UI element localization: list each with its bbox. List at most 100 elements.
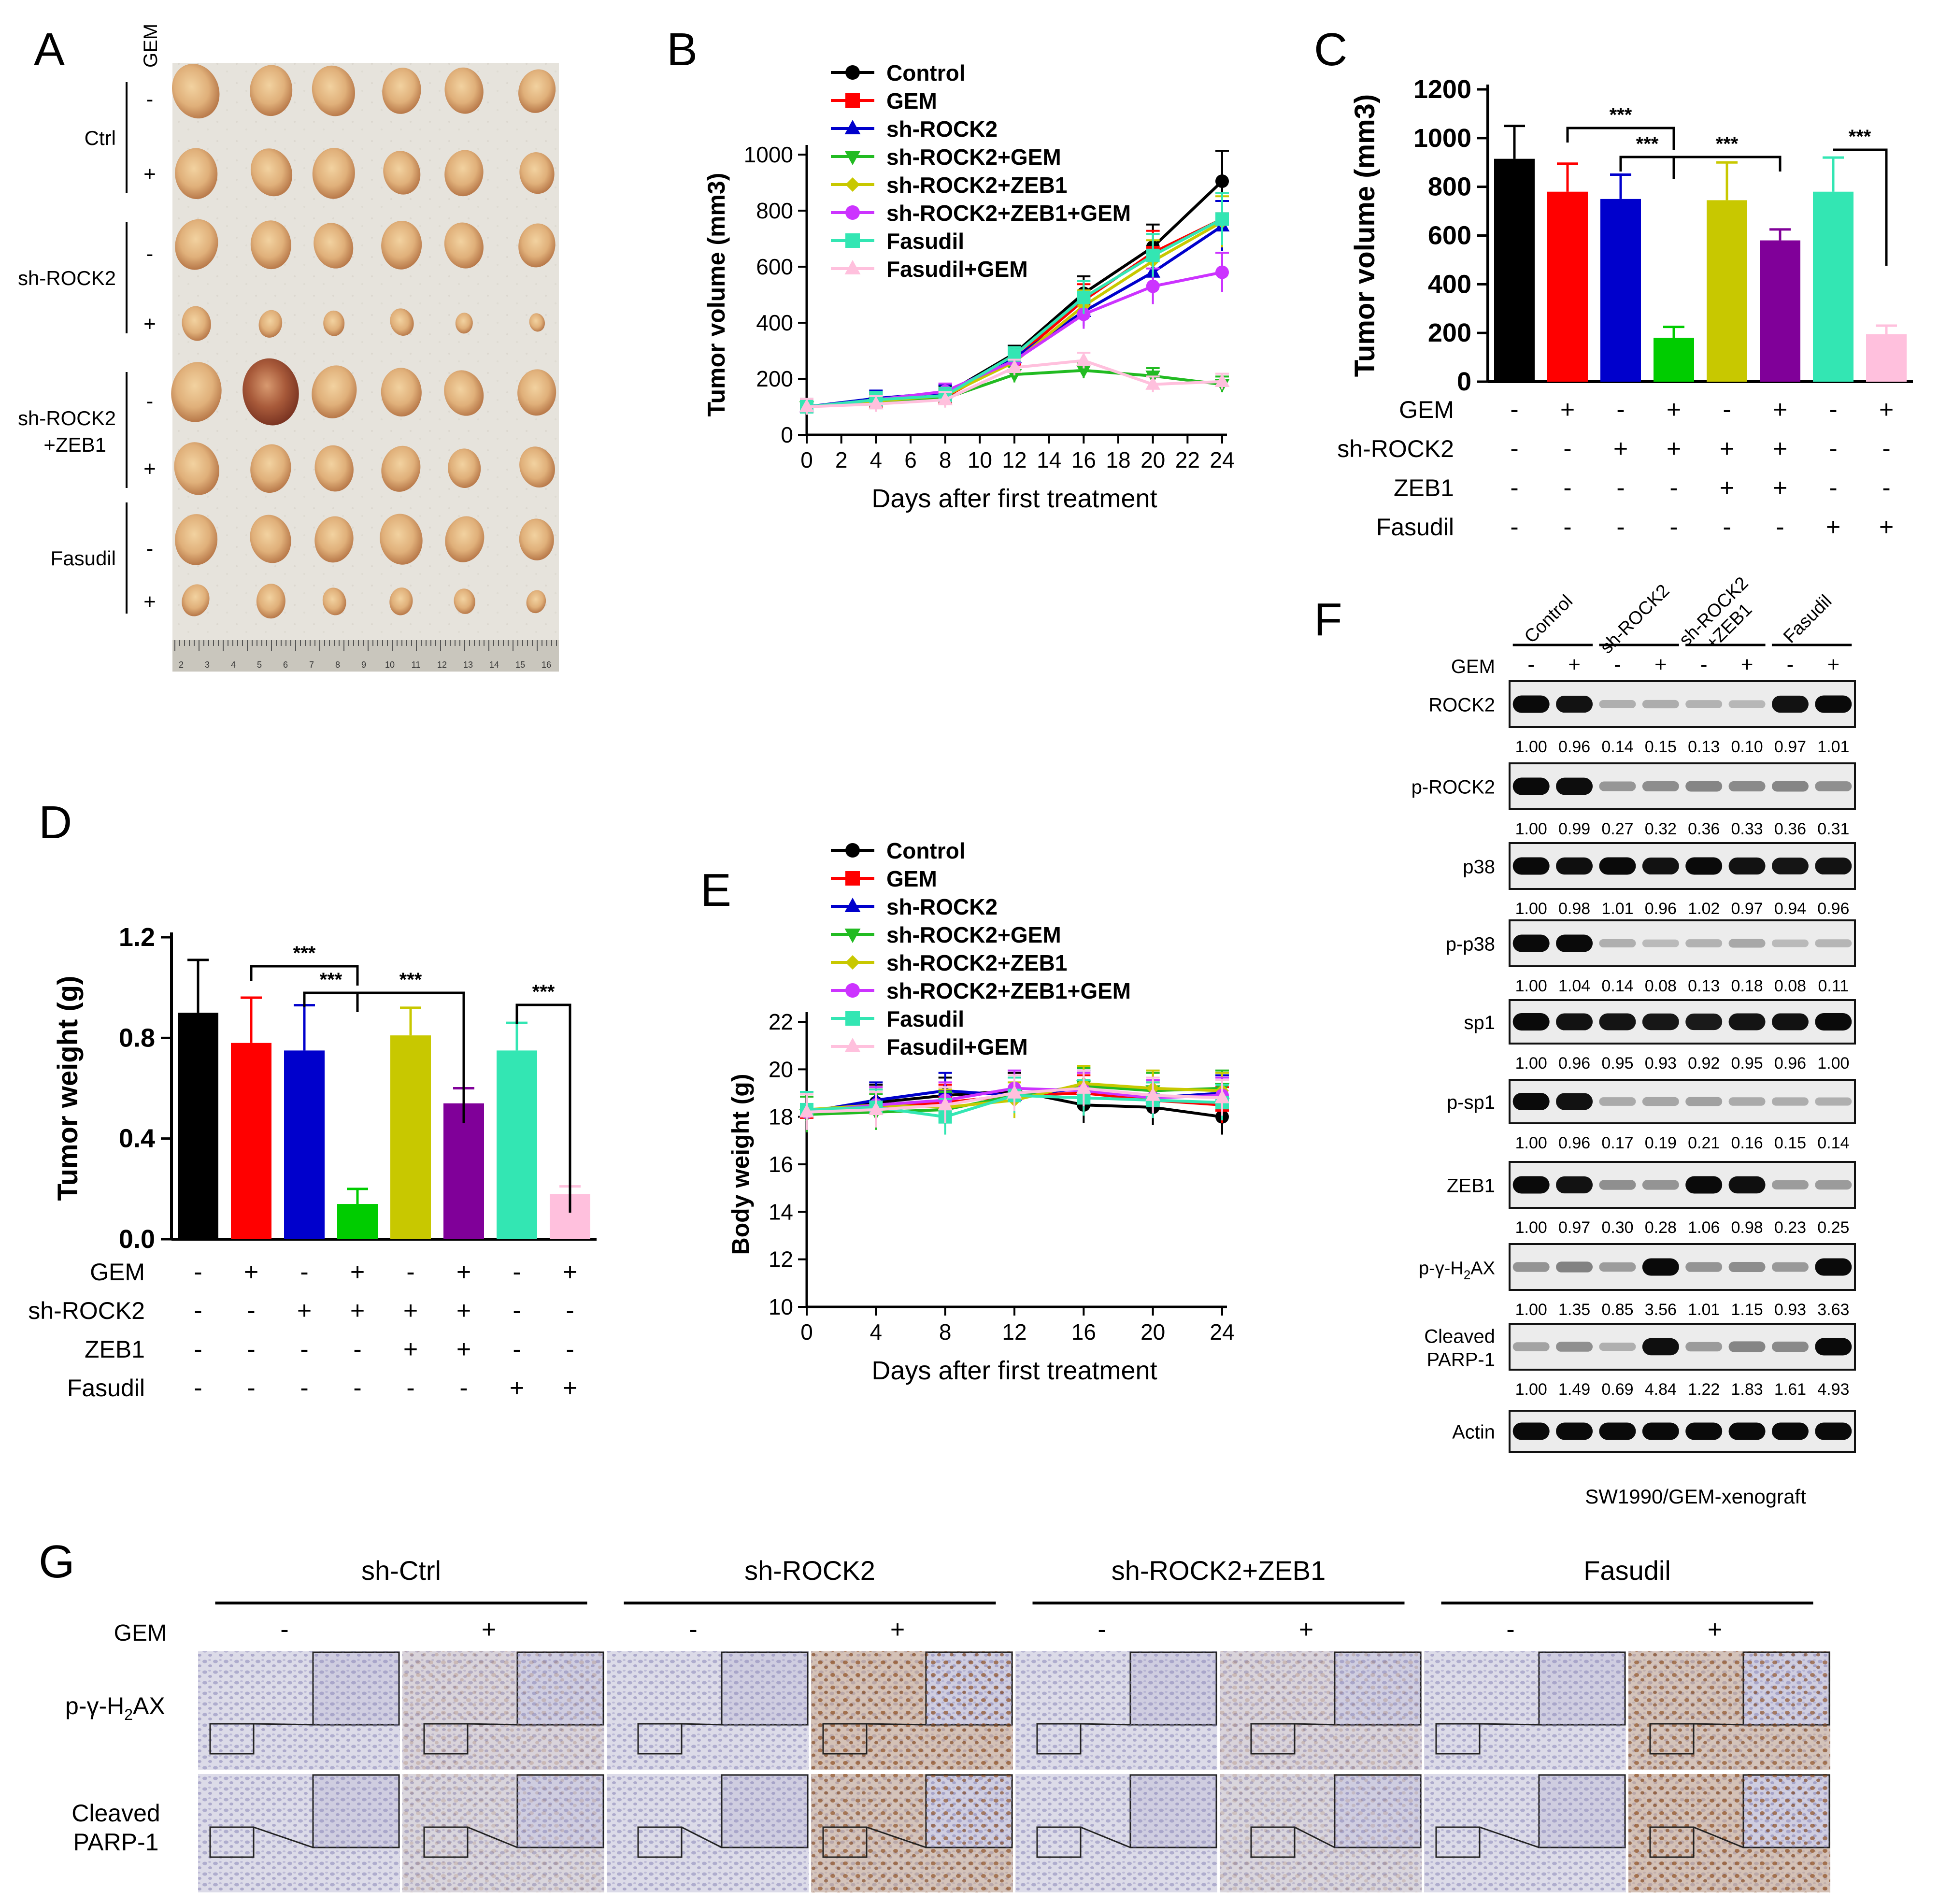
gem-sign: - bbox=[146, 537, 154, 560]
sign: - bbox=[353, 1374, 361, 1402]
sign-row-label: sh-ROCK2 bbox=[1337, 435, 1454, 462]
gem-sign: + bbox=[1654, 653, 1667, 676]
tumor bbox=[444, 150, 484, 197]
gem-sign: - bbox=[280, 1616, 288, 1644]
x-tick-label: 2 bbox=[835, 447, 848, 472]
gem-sign: - bbox=[146, 87, 154, 111]
significance-bracket bbox=[515, 1003, 571, 1213]
panel-b-letter: B bbox=[667, 24, 698, 75]
y-tick-label: 800 bbox=[756, 198, 793, 223]
panel-f: F Control sh-ROCK2 sh-ROCK2+ZEB1 FasudilGEM… bbox=[1314, 573, 1856, 1508]
blot-band bbox=[1556, 1261, 1593, 1273]
blot-band bbox=[1728, 1097, 1766, 1106]
blot-band bbox=[1685, 1176, 1723, 1194]
quantification-value: 0.36 bbox=[1774, 820, 1806, 838]
legend-entry: sh-ROCK2+GEM bbox=[886, 922, 1061, 947]
bar bbox=[178, 1013, 218, 1239]
zoom-connector bbox=[1294, 1723, 1335, 1726]
blot-band bbox=[1512, 695, 1550, 713]
y-axis-label: Tumor volume (mm3) bbox=[1349, 94, 1381, 377]
gem-sign: - bbox=[146, 242, 154, 266]
quantification-value: 0.30 bbox=[1601, 1218, 1633, 1237]
blot-band bbox=[1685, 939, 1723, 947]
tumor bbox=[382, 68, 421, 114]
tumor bbox=[312, 65, 355, 116]
y-tick-label: 20 bbox=[769, 1057, 793, 1082]
y-axis-label: Tumor volume (mm3) bbox=[703, 173, 730, 417]
sign-row-label: ZEB1 bbox=[1394, 474, 1454, 501]
zoom-connector bbox=[1294, 1826, 1335, 1848]
zoom-inset-positive bbox=[1743, 1652, 1829, 1725]
western-blot-footer: SW1990/GEM-xenograft bbox=[1585, 1485, 1806, 1508]
blot-band bbox=[1685, 1262, 1723, 1272]
tumor bbox=[258, 310, 283, 338]
zoom-inset-positive bbox=[1335, 1652, 1421, 1725]
zoom-source-box bbox=[1435, 1826, 1481, 1858]
zoom-inset-nuclei bbox=[722, 1775, 808, 1847]
gem-sign: - bbox=[1506, 1616, 1514, 1644]
quantification-value: 4.84 bbox=[1645, 1380, 1677, 1399]
blot-row-label: ZEB1 bbox=[1447, 1175, 1495, 1197]
quantification-value: 1.00 bbox=[1515, 820, 1547, 838]
data-point bbox=[1076, 1080, 1091, 1094]
quantification-value: 0.97 bbox=[1558, 1218, 1590, 1237]
panel-a: A GEM 2 3 4 5 6 7 8 9 10 11 12 13 14 15 16 Ctrl - + sh-RO… bbox=[18, 24, 559, 672]
ruler-label: 5 bbox=[257, 660, 262, 670]
x-axis-label: Days after first treatment bbox=[871, 1356, 1157, 1385]
quantification-value: 1.00 bbox=[1515, 1380, 1547, 1399]
sign: + bbox=[1720, 435, 1734, 463]
tumor bbox=[526, 590, 546, 614]
panel-a-gem-header: GEM bbox=[140, 24, 161, 68]
data-point bbox=[868, 396, 884, 410]
tumor bbox=[171, 362, 222, 422]
sign: + bbox=[350, 1258, 365, 1286]
sign: - bbox=[247, 1374, 255, 1402]
y-tick-label: 400 bbox=[756, 310, 793, 335]
data-point bbox=[799, 399, 814, 413]
quantification-value: 1.49 bbox=[1558, 1380, 1590, 1399]
panel-a-group-labels: Ctrl - + sh-ROCK2 - + sh-ROCK2 +ZEB1 - + Fasudil - + bbox=[18, 82, 156, 614]
x-tick-label: 8 bbox=[939, 447, 952, 472]
zoom-inset-nuclei bbox=[1130, 1652, 1216, 1725]
x-tick-label: 4 bbox=[870, 1319, 883, 1345]
sign: + bbox=[1826, 513, 1840, 541]
panel-g: G sh-Ctrl sh-ROCK2 sh-ROCK2+ZEB1 Fasudil GEM… bbox=[39, 1536, 1830, 1892]
quantification-value: 1.06 bbox=[1688, 1218, 1720, 1237]
blot-band bbox=[1771, 1262, 1809, 1272]
zoom-connector bbox=[467, 1723, 518, 1726]
legend-entry: sh-ROCK2+ZEB1 bbox=[886, 950, 1067, 975]
quantification-value: 0.93 bbox=[1645, 1054, 1677, 1073]
sign: - bbox=[1563, 513, 1571, 541]
sign: - bbox=[247, 1297, 255, 1325]
tumor bbox=[250, 515, 291, 563]
sign: + bbox=[563, 1374, 577, 1402]
sign: + bbox=[1667, 435, 1681, 463]
quantification-value: 0.97 bbox=[1774, 738, 1806, 756]
sign: - bbox=[353, 1335, 361, 1363]
blot-band bbox=[1771, 1013, 1809, 1031]
quantification-value: 4.93 bbox=[1817, 1380, 1849, 1399]
data-point bbox=[1077, 307, 1091, 321]
x-tick-label: 18 bbox=[1106, 447, 1130, 472]
zoom-connector bbox=[1479, 1723, 1540, 1726]
gem-sign: + bbox=[482, 1616, 496, 1644]
legend-entry: Control bbox=[886, 838, 966, 863]
ruler-label: 15 bbox=[515, 660, 525, 670]
sign: + bbox=[1667, 396, 1681, 424]
sign: - bbox=[459, 1374, 468, 1402]
blot-row-label: Actin bbox=[1452, 1422, 1495, 1443]
gem-sign: - bbox=[1527, 653, 1535, 676]
significance-bracket bbox=[303, 991, 359, 1012]
series-line bbox=[806, 271, 1223, 408]
legend-entry: sh-ROCK2 bbox=[886, 894, 998, 919]
legend-marker bbox=[844, 898, 861, 912]
ihc-group-label: sh-ROCK2 bbox=[744, 1555, 875, 1586]
blot-row-label: Cleaved bbox=[1424, 1326, 1495, 1347]
sign: - bbox=[1723, 396, 1731, 424]
x-tick-label: 14 bbox=[1037, 447, 1061, 472]
sign: + bbox=[297, 1297, 312, 1325]
blot-band bbox=[1556, 1422, 1593, 1440]
blot-band bbox=[1599, 857, 1636, 875]
